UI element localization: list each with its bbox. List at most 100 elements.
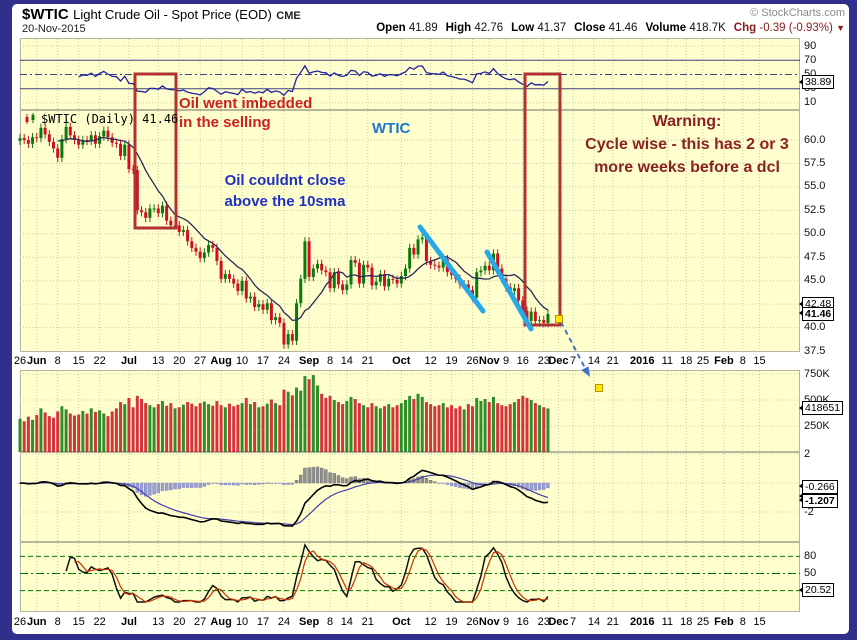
date-label: Jun [26, 616, 47, 628]
date-label: Feb [714, 355, 734, 367]
date-label: 15 [72, 616, 85, 628]
date-label: 26 [466, 616, 479, 628]
volume-label: Volume [645, 22, 687, 34]
symbol: $WTIC [22, 6, 69, 23]
date-label: 21 [606, 616, 619, 628]
stochastic-panel [20, 542, 800, 612]
date-label: 8 [326, 616, 334, 628]
date-label: 7 [570, 355, 577, 367]
date-label: 23 [537, 355, 550, 367]
date-label: 10 [235, 355, 249, 367]
date-label: Sep [299, 616, 320, 628]
date-label: 14 [340, 616, 353, 628]
date-label: Nov [478, 355, 500, 367]
date-label: 23 [537, 616, 550, 628]
date-label: 12 [424, 355, 437, 367]
low-label: Low [511, 22, 535, 34]
date-label: 15 [72, 355, 85, 367]
date-label: 2016 [629, 616, 655, 628]
open-value: 41.89 [408, 22, 438, 34]
date-label: Dec [548, 616, 569, 628]
date-label: 27 [194, 616, 207, 628]
date-label: 21 [361, 616, 374, 628]
axis-tick-label: 55.0 [804, 180, 826, 193]
axis-tick-label: 50 [804, 567, 817, 579]
macd-panel [20, 452, 800, 542]
date-label: 26 [13, 616, 27, 628]
quote-bar: Open 41.89 High 42.76 Low 41.37 Close 41… [376, 22, 845, 34]
annotation-warning: Warning: Cycle wise - this has 2 or 3 mo… [585, 113, 789, 176]
copyright: © StockCharts.com [750, 7, 845, 19]
date-label: 11 [661, 616, 674, 628]
axis-tick-label: 250K [804, 419, 830, 432]
axis-tick-label: 10 [804, 96, 817, 109]
chg-value: -0.39 (-0.93%) [759, 22, 833, 34]
date-axis-lower: 26 Jun 8 15 22 Jul 13 20 27 Aug 10 17 24 Sep 8 14 21 Oct 1… [0, 613, 800, 631]
date-label: 21 [361, 355, 374, 367]
date-label: 17 [256, 355, 270, 367]
date-label: 9 [502, 355, 510, 367]
date-label: 25 [696, 355, 710, 367]
volume-value: 418.7K [689, 22, 726, 34]
date-label: 8 [739, 355, 746, 367]
axis-tick-label: 90 [804, 39, 817, 52]
axis-current-value: 41.46 [798, 306, 835, 321]
exchange: CME [276, 10, 301, 22]
value-axis-gutter: 907050301038.8960.057.555.052.550.047.54… [798, 0, 856, 640]
date-label: 17 [256, 616, 270, 628]
open-label: Open [376, 22, 406, 34]
axis-current-value: -1.207 [799, 493, 838, 508]
date-label: 26 [13, 355, 27, 367]
annotation-wtic: WTIC [372, 120, 411, 137]
date-label: 14 [587, 616, 601, 628]
candlestick-style-icon [25, 113, 35, 124]
date-label: Aug [210, 616, 232, 628]
high-value: 42.76 [474, 22, 504, 34]
date-label: Jul [120, 355, 137, 367]
date-label: 20 [173, 616, 186, 628]
date-label: Oct [392, 355, 411, 367]
date-label: 22 [93, 355, 106, 367]
date-label: Nov [478, 616, 500, 628]
date-label: 8 [54, 355, 61, 367]
axis-tick-label: -2 [804, 505, 814, 518]
date-label: 15 [753, 355, 766, 367]
date-label: 18 [680, 355, 693, 367]
date-label: 24 [277, 355, 291, 367]
date-label: Jul [120, 616, 137, 628]
axis-current-value: 20.52 [798, 583, 835, 598]
axis-current-value: 418651 [798, 401, 844, 416]
instrument-name: Light Crude Oil - Spot Price (EOD) [73, 7, 272, 22]
axis-tick-label: 70 [804, 53, 817, 66]
date-label: 16 [516, 355, 529, 367]
date-label: 10 [235, 616, 249, 628]
low-value: 41.37 [537, 22, 567, 34]
axis-tick-label: 52.5 [804, 203, 826, 216]
date-label: Feb [714, 616, 734, 628]
date-axis-upper: 26 Jun 8 15 22 Jul 13 20 27 Aug 10 17 24 Sep 8 14 21 Oct 1… [0, 352, 800, 370]
annotation-imbedded: Oil went imbedded in the selling [179, 95, 313, 131]
price-panel-legend-text: $WTIC (Daily) 41.46 [41, 112, 179, 126]
date-label: 16 [516, 616, 529, 628]
chg-label: Chg [733, 22, 757, 34]
date-label: Jun [26, 355, 47, 367]
date-label: Oct [392, 616, 411, 628]
date-label: 8 [739, 616, 746, 628]
date-label: 9 [502, 616, 510, 628]
date-label: 14 [587, 355, 601, 367]
high-label: High [445, 22, 472, 34]
date-label: 13 [152, 355, 165, 367]
date-label: 8 [54, 616, 61, 628]
date-label: 13 [152, 616, 165, 628]
date-label: 19 [445, 616, 458, 628]
axis-current-value: -0.266 [799, 479, 838, 494]
axis-tick-label: 2 [804, 447, 811, 460]
date-label: 18 [680, 616, 693, 628]
price-panel-legend: $WTIC (Daily) 41.46 [24, 112, 178, 126]
axis-tick-label: 45.0 [804, 274, 826, 287]
date-label: 22 [93, 616, 106, 628]
volume-panel [20, 370, 800, 452]
date-label: 11 [661, 355, 674, 367]
close-label: Close [574, 22, 606, 34]
